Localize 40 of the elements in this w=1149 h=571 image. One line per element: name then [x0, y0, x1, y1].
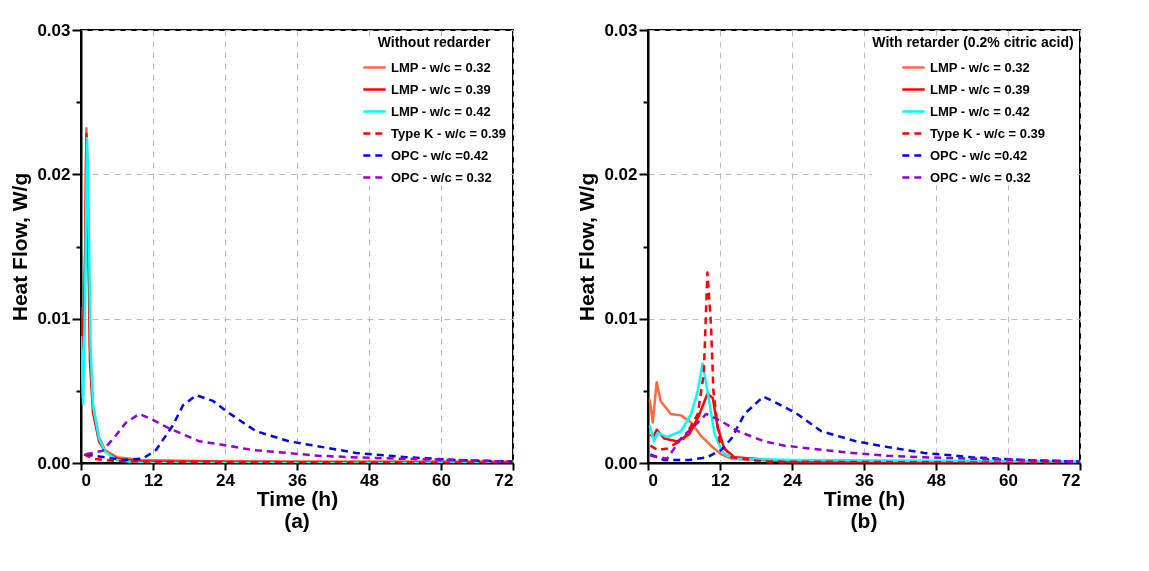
text: (a): [284, 509, 310, 532]
y-tick-label: 0.02: [37, 164, 71, 184]
x-tick-label: 72: [494, 470, 514, 490]
y-tick-label: 0.00: [604, 453, 638, 473]
x-tick-label: 0: [81, 470, 91, 490]
x-tick-label: 12: [144, 470, 163, 490]
legend-label: LMP - w/c = 0.39: [930, 81, 1030, 97]
legend-label: OPC - w/c =0.42: [930, 147, 1028, 163]
x-tick-label: 12: [711, 470, 730, 490]
line-series: [84, 393, 513, 463]
y-tick-label: 0.01: [37, 309, 71, 329]
x-tick-label: 48: [927, 470, 946, 490]
x-tick-label: 48: [360, 470, 379, 490]
legend-title: Without redarder: [377, 34, 491, 50]
legend-label: LMP - w/c = 0.42: [930, 103, 1030, 119]
y-tick-label: 0.03: [604, 20, 638, 40]
line-series: [84, 412, 511, 463]
legend-label: Type K - w/c = 0.39: [930, 125, 1046, 141]
x-tick-label: 0: [648, 470, 658, 490]
y-tick-label: 0.00: [37, 453, 71, 473]
legend-label: OPC - w/c =0.42: [391, 147, 489, 163]
x-tick-label: 24: [783, 470, 803, 490]
x-tick-label: 24: [216, 470, 236, 490]
legend-label: Type K - w/c = 0.39: [391, 125, 507, 141]
y-tick-label: 0.02: [604, 164, 638, 184]
y-tick-label: 0.03: [37, 20, 71, 40]
legend-label: OPC - w/c = 0.32: [930, 169, 1031, 185]
y-axis-title: Heat Flow, W/g: [8, 172, 32, 322]
y-tick-label: 0.01: [604, 309, 638, 329]
x-tick-label: 60: [999, 470, 1018, 490]
x-tick-label: 60: [432, 470, 451, 490]
legend-label: OPC - w/c = 0.32: [391, 169, 492, 185]
legend-title: With retarder (0.2% citric acid): [872, 34, 1074, 50]
legend-label: LMP - w/c = 0.42: [391, 103, 491, 119]
legend-label: LMP - w/c = 0.39: [391, 81, 491, 97]
x-tick-label: 72: [1061, 470, 1081, 490]
legend-label: LMP - w/c = 0.32: [930, 59, 1030, 75]
legend-label: LMP - w/c = 0.32: [391, 59, 491, 75]
y-axis-title: Heat Flow, W/g: [575, 172, 599, 322]
text: (b): [850, 509, 878, 532]
